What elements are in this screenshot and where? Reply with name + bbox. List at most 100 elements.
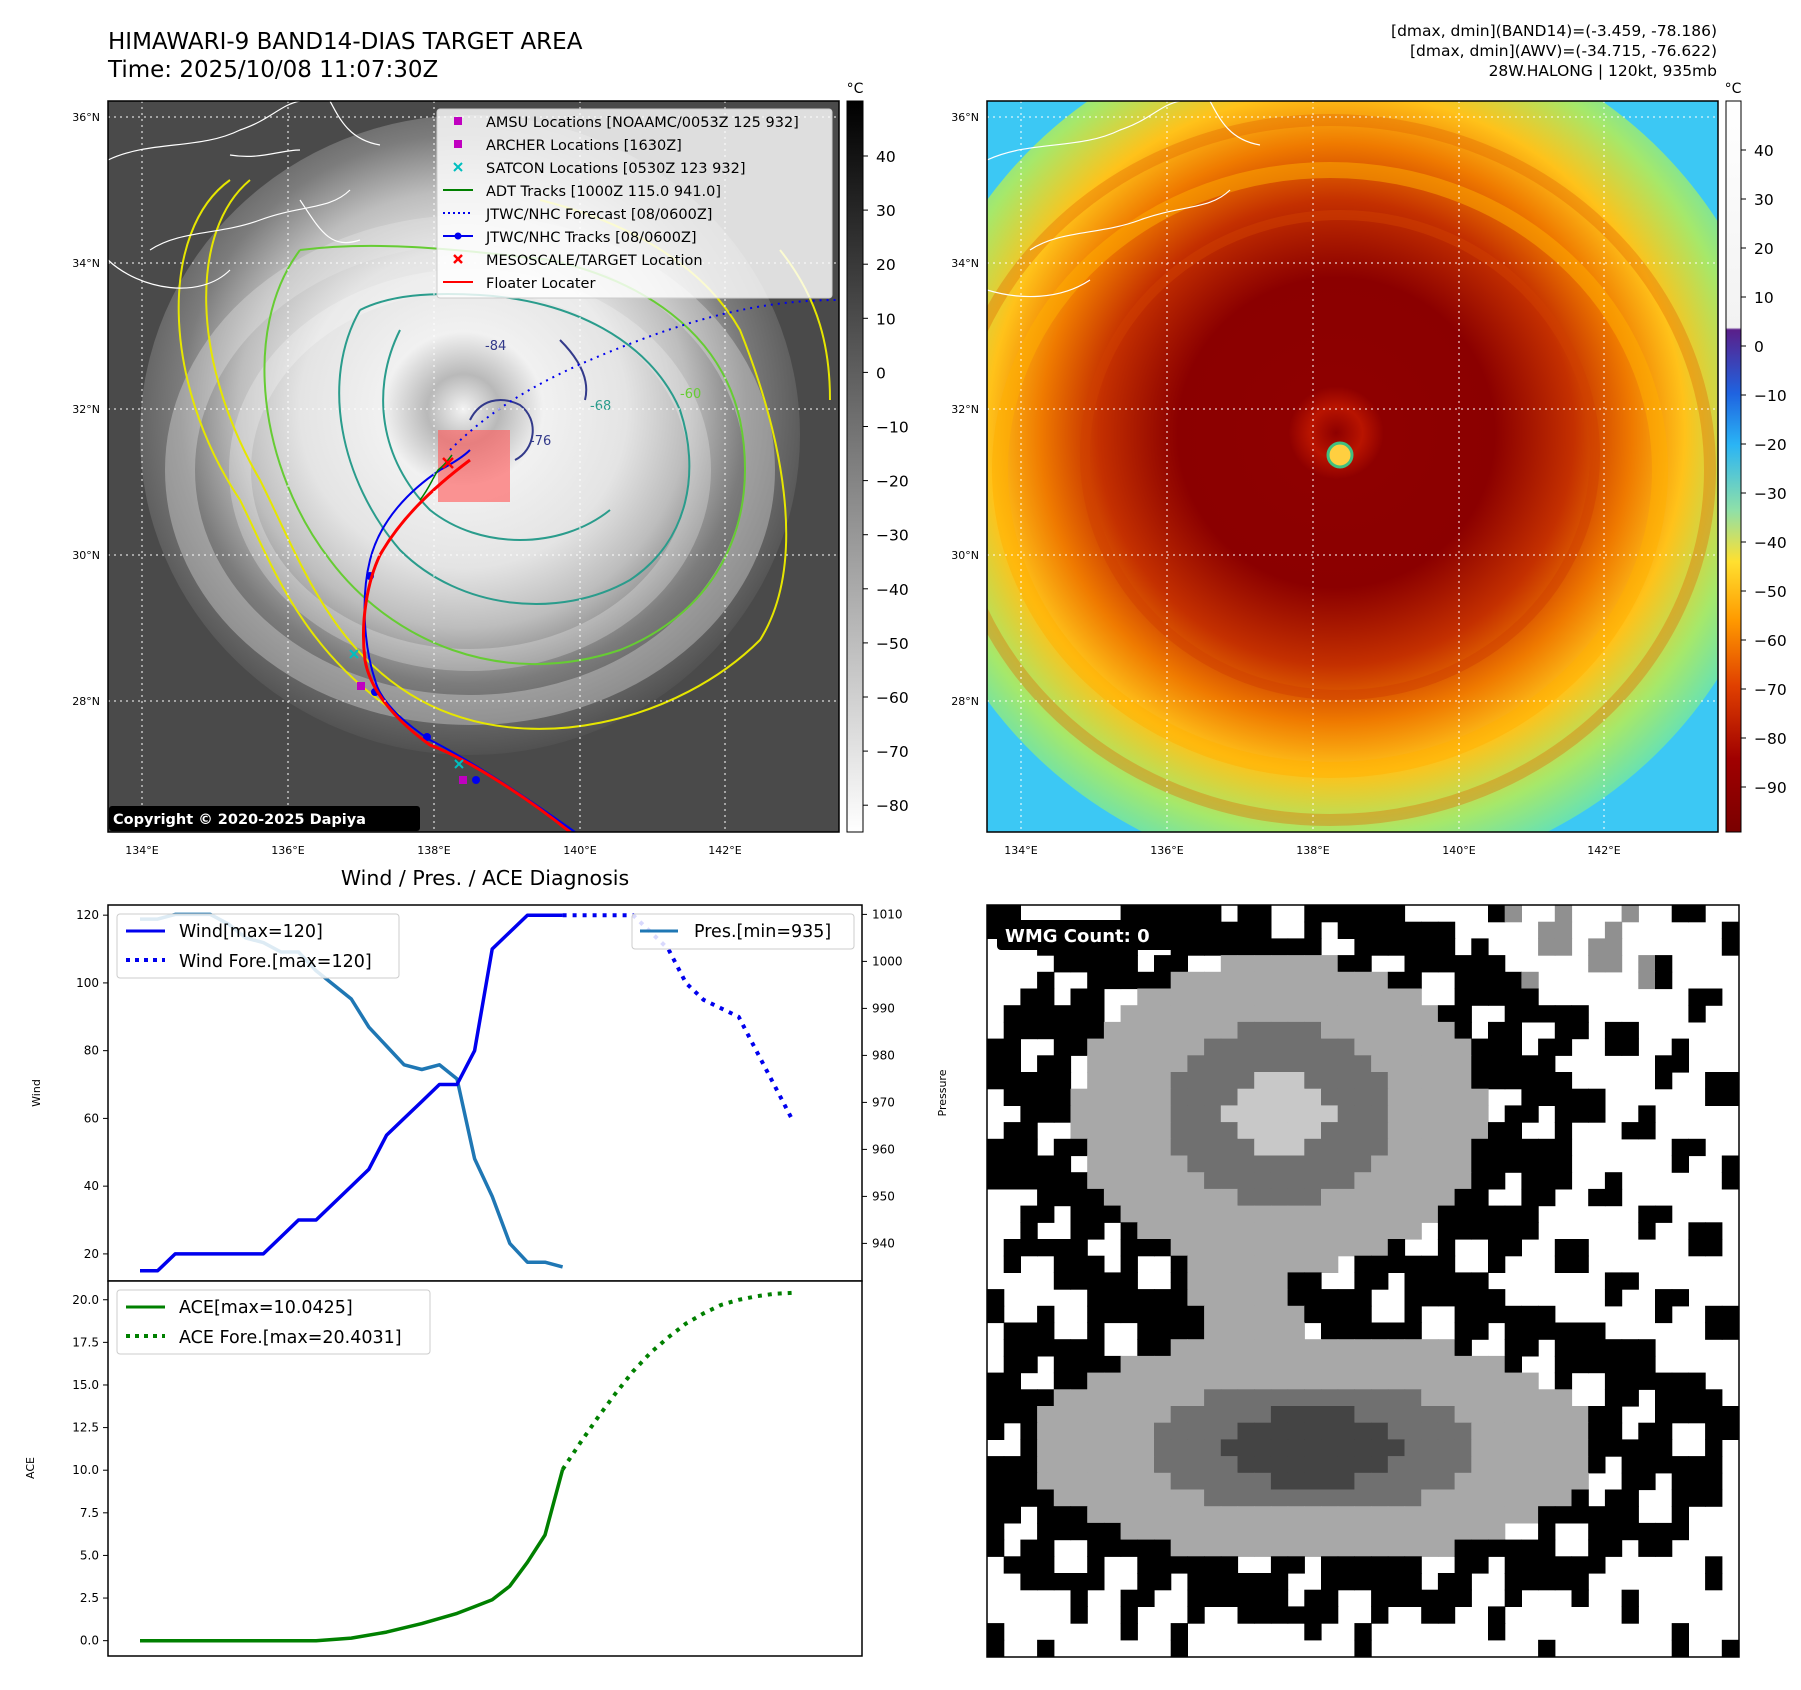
wmg-cell	[1304, 1138, 1322, 1157]
wmg-cell	[1588, 1456, 1606, 1474]
wmg-cell	[1087, 1406, 1105, 1424]
wmg-cell	[1354, 1122, 1372, 1140]
wmg-cell	[1254, 1456, 1272, 1474]
wmg-cell	[1471, 1105, 1489, 1123]
wmg-cell	[1688, 1456, 1706, 1474]
wmg-cell	[1137, 1021, 1155, 1040]
wmg-cell	[1621, 1355, 1639, 1374]
wmg-cell	[1170, 1355, 1188, 1374]
wmg-cell	[1571, 1456, 1589, 1474]
wmg-cell	[1304, 1456, 1322, 1474]
wmg-cell	[1404, 1055, 1422, 1073]
wmg-cell	[1371, 905, 1389, 923]
wmg-cell	[1488, 1355, 1506, 1374]
wmg-cell	[1220, 1439, 1239, 1457]
wmg-cell	[1053, 1506, 1072, 1524]
wmg-cell	[1354, 1406, 1372, 1424]
wmg-cell	[1371, 1556, 1389, 1574]
wmg-cell	[1437, 1038, 1456, 1056]
wmg-cell	[1087, 1021, 1105, 1040]
wmg-cell	[1638, 1222, 1656, 1240]
wmg-cell	[1321, 1406, 1339, 1424]
wmg-cell	[1671, 1506, 1689, 1524]
wmg-cell	[1020, 1088, 1038, 1106]
wmg-cell	[1087, 1322, 1105, 1340]
wmg-cell	[1504, 1355, 1522, 1374]
wmg-cell	[1571, 1439, 1589, 1457]
wmg-cell	[1204, 1205, 1222, 1223]
wmg-cell	[1254, 1472, 1272, 1491]
wmg-cell	[1705, 1456, 1723, 1474]
wmg-cell	[1254, 1138, 1272, 1157]
wmg-cell	[1571, 1255, 1589, 1273]
wmg-cell	[1454, 1005, 1472, 1023]
wmg-cell	[1504, 1556, 1522, 1574]
wmg-cell	[1437, 1138, 1456, 1157]
wmg-cell	[1087, 955, 1105, 973]
wmg-cell	[1488, 1422, 1506, 1440]
wmg-cell	[1538, 1539, 1556, 1557]
wmg-cell	[1504, 1138, 1522, 1157]
wmg-cell	[1154, 1072, 1172, 1090]
wmg-cell	[1354, 1489, 1372, 1507]
wmg-cell	[1321, 1372, 1339, 1390]
wmg-cell	[1471, 1155, 1489, 1173]
wmg-cell	[1003, 1456, 1021, 1474]
wmg-cell	[1421, 1055, 1439, 1073]
wmg-cell	[1304, 905, 1322, 923]
wmg-cell	[1504, 1422, 1522, 1440]
wmg-cell	[1137, 1038, 1155, 1056]
contour-label-60: -60	[680, 387, 701, 402]
wmg-cell	[1187, 1155, 1205, 1173]
wmg-cell	[1688, 1489, 1706, 1507]
wmg-cell	[1371, 1205, 1389, 1223]
wmg-cell	[1371, 1038, 1389, 1056]
wmg-cell	[1705, 1239, 1723, 1257]
wmg-cell	[1270, 1122, 1289, 1140]
wmg-cell	[1404, 1439, 1422, 1457]
colorbar-tick-label: −60	[876, 689, 909, 707]
wmg-cell	[1571, 1506, 1589, 1524]
wmg-cell	[1437, 1489, 1456, 1507]
wmg-cell	[1020, 1222, 1038, 1240]
wmg-cell	[1471, 1456, 1489, 1474]
wmg-cell	[1404, 1205, 1422, 1223]
wmg-cell	[1621, 1506, 1639, 1524]
wmg-cell	[1371, 1072, 1389, 1090]
wmg-cell	[1070, 1522, 1088, 1541]
wmg-cell	[1488, 1472, 1506, 1491]
wmg-cell	[1137, 1155, 1155, 1173]
wmg-cell	[1287, 1038, 1305, 1056]
wmg-cell	[1521, 1456, 1539, 1474]
ace-tick-label: 20.0	[72, 1293, 99, 1307]
wmg-cell	[1371, 1372, 1389, 1390]
wmg-cell	[1137, 1522, 1155, 1541]
wmg-cell	[1003, 1055, 1021, 1073]
colorbar-tick-label: 20	[1754, 240, 1774, 258]
wmg-cell	[1237, 1155, 1255, 1173]
wmg-cell	[1371, 1155, 1389, 1173]
legend-ace: ACE[max=10.0425]	[179, 1298, 353, 1318]
wmg-cell	[1437, 1289, 1456, 1307]
wmg-cell	[1254, 1205, 1272, 1223]
wmg-cell	[1554, 1239, 1573, 1257]
wmg-cell	[1103, 1088, 1122, 1106]
wmg-cell	[1254, 1038, 1272, 1056]
wmg-cell	[1304, 1072, 1322, 1090]
wmg-cell	[1070, 1489, 1088, 1507]
wmg-cell	[1020, 1339, 1038, 1357]
wmg-cell	[1087, 1522, 1105, 1541]
wmg-cell	[1371, 1138, 1389, 1157]
wmg-cell	[1270, 1456, 1289, 1474]
wmg-cell	[1671, 1389, 1689, 1407]
wmg-cell	[1404, 1339, 1422, 1357]
wmg-cell	[1488, 1289, 1506, 1307]
wmg-cell	[1287, 1389, 1305, 1407]
wmg-cell	[1354, 1506, 1372, 1524]
floater-locater-track	[362, 458, 571, 832]
wmg-cell	[1671, 1489, 1689, 1507]
wmg-cell	[1521, 1422, 1539, 1440]
wmg-cell	[1454, 1339, 1472, 1357]
jtwc-best-track	[363, 449, 576, 832]
wmg-cell	[1003, 1255, 1021, 1273]
